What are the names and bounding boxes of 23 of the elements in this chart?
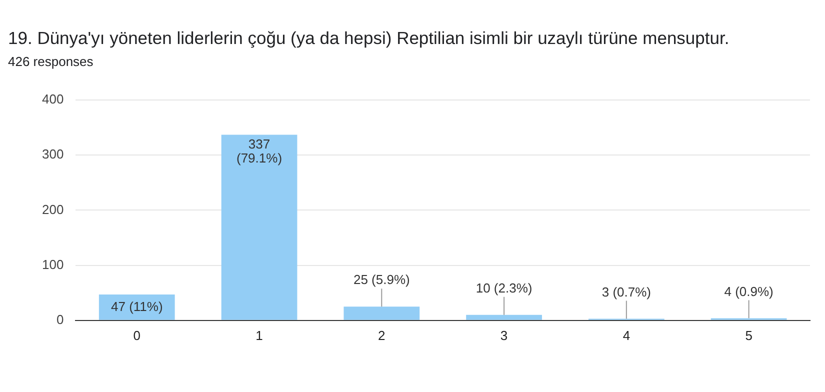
bar [98, 294, 175, 320]
x-tick-label: 4 [622, 328, 630, 343]
x-tick-label: 2 [378, 328, 386, 343]
x-tick-label: 1 [256, 328, 263, 343]
data-label: 337 (79.1%) [236, 136, 282, 166]
y-tick-label: 100 [42, 256, 64, 272]
x-tick-label: 3 [500, 328, 508, 343]
y-tick-label: 400 [42, 92, 64, 107]
bar [221, 134, 298, 320]
data-label: 3 (0.7%) [602, 284, 651, 300]
bar [344, 306, 420, 320]
y-tick-label: 300 [42, 146, 64, 162]
data-label: 25 (5.9%) [353, 272, 410, 288]
data-label: 10 (2.3%) [476, 280, 532, 296]
chart-subtitle: 426 responses [8, 54, 94, 69]
bar [466, 314, 542, 320]
data-label: 4 (0.9%) [724, 284, 774, 299]
data-label: 47 (11%) [110, 298, 163, 314]
x-tick-label: 5 [745, 328, 752, 343]
y-tick-label: 0 [56, 312, 64, 327]
x-tick-label: 0 [133, 328, 140, 343]
chart-title: 19. Dünya'yı yöneten liderlerin çoğu (ya da hepsi) Reptilian isimli bir uzaylı türüne mensuptur. [8, 28, 730, 49]
y-tick-label: 200 [42, 202, 64, 217]
